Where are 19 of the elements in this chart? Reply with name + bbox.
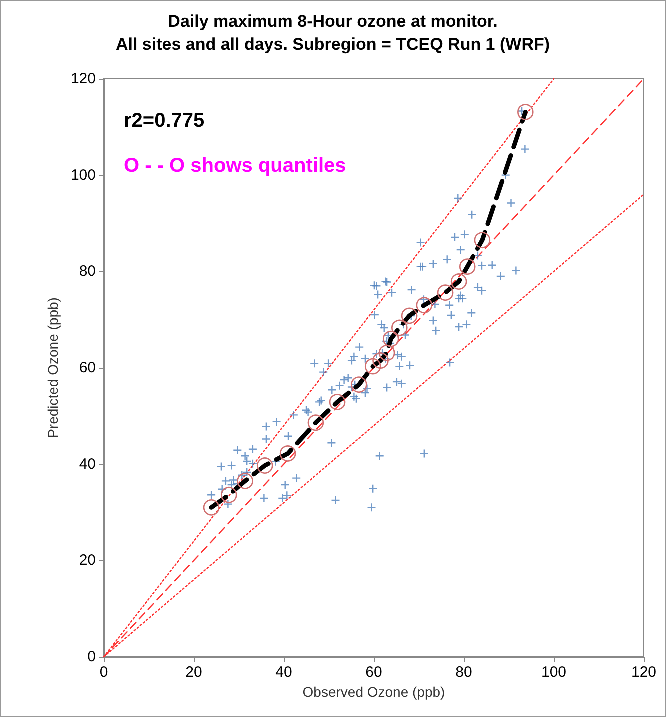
x-tick-label: 0 [100, 664, 108, 681]
x-tick-label: 40 [276, 664, 292, 681]
x-tick-label: 20 [186, 664, 202, 681]
annotation: r2=0.775 [124, 110, 205, 132]
y-axis-title: Predicted Ozone (ppb) [45, 298, 62, 438]
x-tick-label: 120 [631, 664, 657, 681]
x-tick-label: 100 [541, 664, 567, 681]
x-axis-title: Observed Ozone (ppb) [302, 684, 446, 700]
y-tick-label: 120 [70, 70, 96, 88]
chart-title: Daily maximum 8-Hour ozone at monitor. All sites and all days. Subregion = TCEQ Run 1 (WRF) [116, 12, 550, 54]
annotation: O - - O shows quantiles [124, 155, 346, 177]
y-tick-label: 60 [79, 360, 96, 376]
y-tick-label: 20 [79, 552, 96, 570]
y-tick-label: 80 [79, 263, 96, 280]
x-tick-label: 80 [456, 664, 472, 681]
y-tick-label: 40 [79, 456, 96, 473]
y-tick-label: 0 [88, 648, 96, 666]
y-tick-label: 100 [70, 166, 96, 184]
x-tick-label: 60 [366, 664, 382, 681]
